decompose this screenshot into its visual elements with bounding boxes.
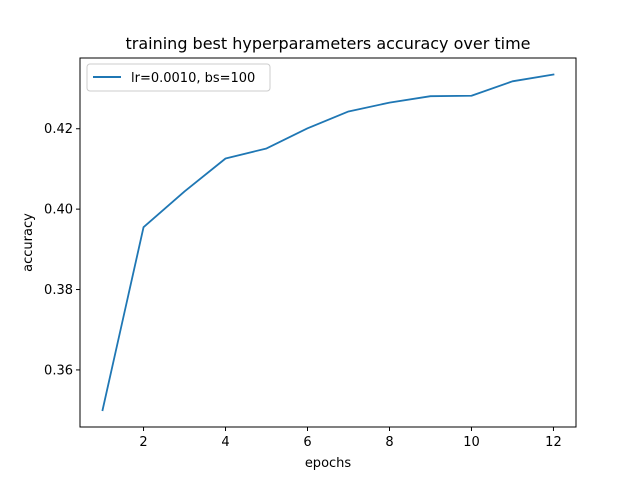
y-axis-ticks: 0.36 0.38 0.40 0.42 xyxy=(44,122,80,378)
axes-frame xyxy=(79,57,577,428)
plot-area xyxy=(79,57,577,428)
y-tick-label: 0.40 xyxy=(44,203,73,218)
x-tick-label: 12 xyxy=(545,435,562,450)
x-tick-label: 6 xyxy=(303,435,311,450)
series-line xyxy=(101,73,555,412)
series-layer xyxy=(101,73,555,412)
y-axis-label: accuracy xyxy=(21,213,36,272)
x-tick-label: 2 xyxy=(139,435,147,450)
x-axis-label: epochs xyxy=(305,456,352,471)
y-tick-label: 0.42 xyxy=(44,122,73,137)
y-tick-label: 0.38 xyxy=(44,283,73,298)
axes-background xyxy=(80,58,576,427)
x-axis-ticks: 2 4 6 8 10 12 xyxy=(139,427,562,450)
legend: lr=0.0010, bs=100 xyxy=(86,63,271,92)
chart-title: training best hyperparameters accuracy o… xyxy=(125,34,530,53)
x-tick-label: 4 xyxy=(221,435,229,450)
x-tick-label: 10 xyxy=(463,435,480,450)
x-tick-label: 8 xyxy=(385,435,393,450)
y-tick-label: 0.36 xyxy=(44,363,73,378)
legend-box xyxy=(86,63,271,92)
legend-label: lr=0.0010, bs=100 xyxy=(131,71,255,86)
